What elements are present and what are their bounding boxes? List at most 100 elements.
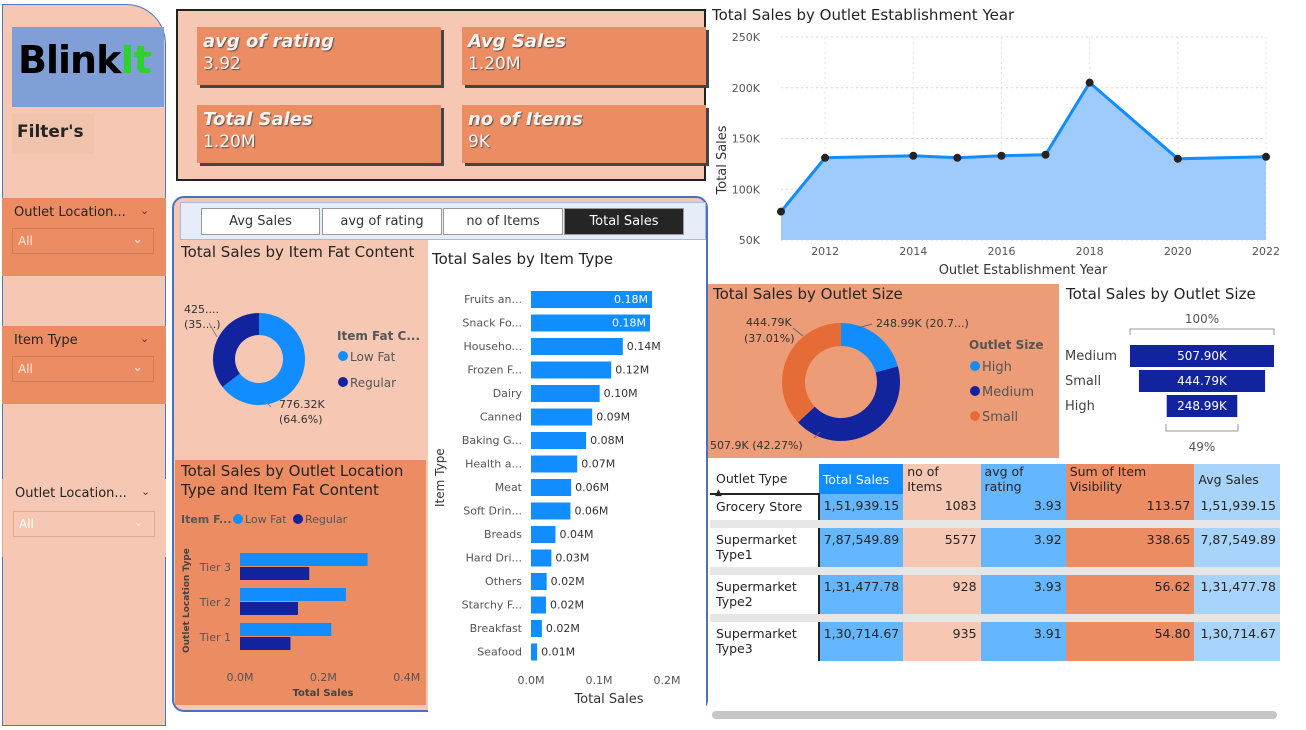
year-data-point[interactable] [1085,78,1094,87]
chevron-down-icon[interactable]: ⌄ [140,204,150,217]
item-bar[interactable] [531,526,556,543]
col-label: Avg Sales [1198,471,1259,487]
outlet-type-table: Outlet Type Total Sales no of Items avg … [710,464,1280,661]
item-bar[interactable] [531,408,593,426]
tier-x-tick: 0.2M [310,671,337,684]
item-bar[interactable] [531,291,653,308]
item-bar[interactable] [531,596,546,614]
col-no-of-items[interactable]: no of Items [903,464,981,494]
high-slice[interactable] [841,323,898,373]
col-avg-sales[interactable]: Avg Sales [1194,464,1280,494]
col-label: Sum of Item Visibility [1069,464,1147,494]
tier-legend-title: Item F... [181,513,232,526]
item-type-bar-chart: Item Type Total Sales Fruits an... 0.18M S… [433,291,680,707]
kpi-avg-sales: Avg Sales 1.20M [462,27,706,85]
tier-bar[interactable] [240,567,310,580]
year-data-point[interactable] [1262,152,1270,161]
item-bar[interactable] [531,432,587,449]
low-fat-slice[interactable] [222,313,305,405]
funnel-data-label: 507.90K [1177,349,1228,363]
small-slice[interactable] [782,323,841,423]
table-cell: 113.57 [1065,494,1195,520]
leader-line [813,431,821,439]
table-row[interactable]: Supermarket Type3 1,30,714.67 935 3.91 54.80 1… [710,622,1280,661]
item-category-label: Breakfast [470,622,523,635]
item-bar[interactable] [531,361,612,379]
table-row[interactable]: Grocery Store 1,51,939.15 1083 3.93 113.57 1,… [710,494,1280,520]
col-label: Outlet Type [716,471,788,486]
item-bar[interactable] [531,620,542,637]
item-type-select[interactable]: All ⌄ [12,356,154,382]
col-outlet-type[interactable]: Outlet Type [710,464,819,495]
year-y-tick: 50K [739,234,761,247]
kpi-label: avg of rating [203,31,334,52]
item-category-label: Dairy [493,387,523,400]
tier-category-label: Tier 3 [199,561,231,574]
table-row[interactable]: Supermarket Type2 1,31,477.78 928 3.93 56.62 1… [710,575,1280,614]
year-data-point[interactable] [997,151,1006,160]
item-bar[interactable] [531,643,538,661]
table-row[interactable]: Supermarket Type1 7,87,549.89 5577 3.92 338.6… [710,528,1280,567]
year-data-point[interactable] [1173,154,1182,163]
tier-bar[interactable] [240,637,291,650]
select-value: All [19,517,34,531]
chevron-down-icon[interactable]: ⌄ [141,485,151,498]
year-data-point[interactable] [777,207,785,216]
item-category-label: Meat [495,481,523,494]
item-data-label: 0.04M [559,528,593,541]
tab-no-of-items[interactable]: no of Items [443,208,563,235]
year-data-point[interactable] [953,153,962,162]
tab-total-sales[interactable]: Total Sales [564,208,684,235]
col-avg-rating[interactable]: avg of rating [980,464,1066,494]
sort-arrow-icon[interactable]: ▲ [715,488,722,498]
item-category-label: Soft Drin... [463,505,522,518]
funnel-category-label: Medium [1065,349,1117,364]
chevron-down-icon: ⌄ [132,232,143,247]
regular-legend-marker [338,377,348,387]
year-data-point[interactable] [909,151,918,160]
tier-bar[interactable] [240,588,346,601]
item-bar[interactable] [531,314,650,332]
horizontal-scrollbar[interactable] [712,711,1277,719]
outlet-location-type-select[interactable]: All ⌄ [13,511,155,537]
item-x-tick: 0.0M [518,674,545,687]
funnel-bar[interactable] [1130,345,1274,367]
item-data-label: 0.06M [575,481,609,494]
item-data-label: 0.02M [550,599,584,612]
tab-avg-sales[interactable]: Avg Sales [201,208,320,235]
medium-slice[interactable] [798,366,900,441]
item-bar[interactable] [531,338,623,355]
funnel-bar[interactable] [1138,370,1266,392]
outlet-location-select[interactable]: All ⌄ [12,228,154,254]
kpi-value: 9K [468,132,490,152]
regular-legend-marker [293,514,303,524]
chevron-down-icon[interactable]: ⌄ [140,332,150,345]
item-category-label: Baking G... [462,434,522,447]
year-y-tick: 100K [732,183,761,196]
kpi-label: Total Sales [203,109,313,130]
item-bar[interactable] [531,573,547,590]
tier-bar[interactable] [240,602,298,615]
funnel-bar[interactable] [1166,395,1238,417]
col-total-sales[interactable]: Total Sales [818,464,904,494]
item-data-label: 0.14M [627,340,661,353]
small-pct-label: (37.01%) [744,332,795,345]
item-bar[interactable] [531,502,571,520]
item-bar[interactable] [531,385,600,402]
col-item-visibility[interactable]: Sum of Item Visibility [1065,464,1195,494]
item-bar[interactable] [531,549,552,567]
item-bar[interactable] [531,455,578,473]
item-bar[interactable] [531,479,572,496]
tab-avg-rating[interactable]: avg of rating [322,208,442,235]
year-chart-title: Total Sales by Outlet Establishment Year [712,6,1015,24]
low-fat-legend-label: Low Fat [245,513,287,526]
tier-bar[interactable] [240,553,368,566]
regular-slice[interactable] [213,313,259,387]
year-data-point[interactable] [1041,150,1050,159]
kpi-value: 1.20M [203,132,256,152]
table-cell: 935 [903,622,981,661]
item-data-label: 0.02M [546,622,580,635]
funnel-data-label: 248.99K [1177,399,1228,413]
tier-bar[interactable] [240,623,332,636]
year-data-point[interactable] [821,153,830,162]
